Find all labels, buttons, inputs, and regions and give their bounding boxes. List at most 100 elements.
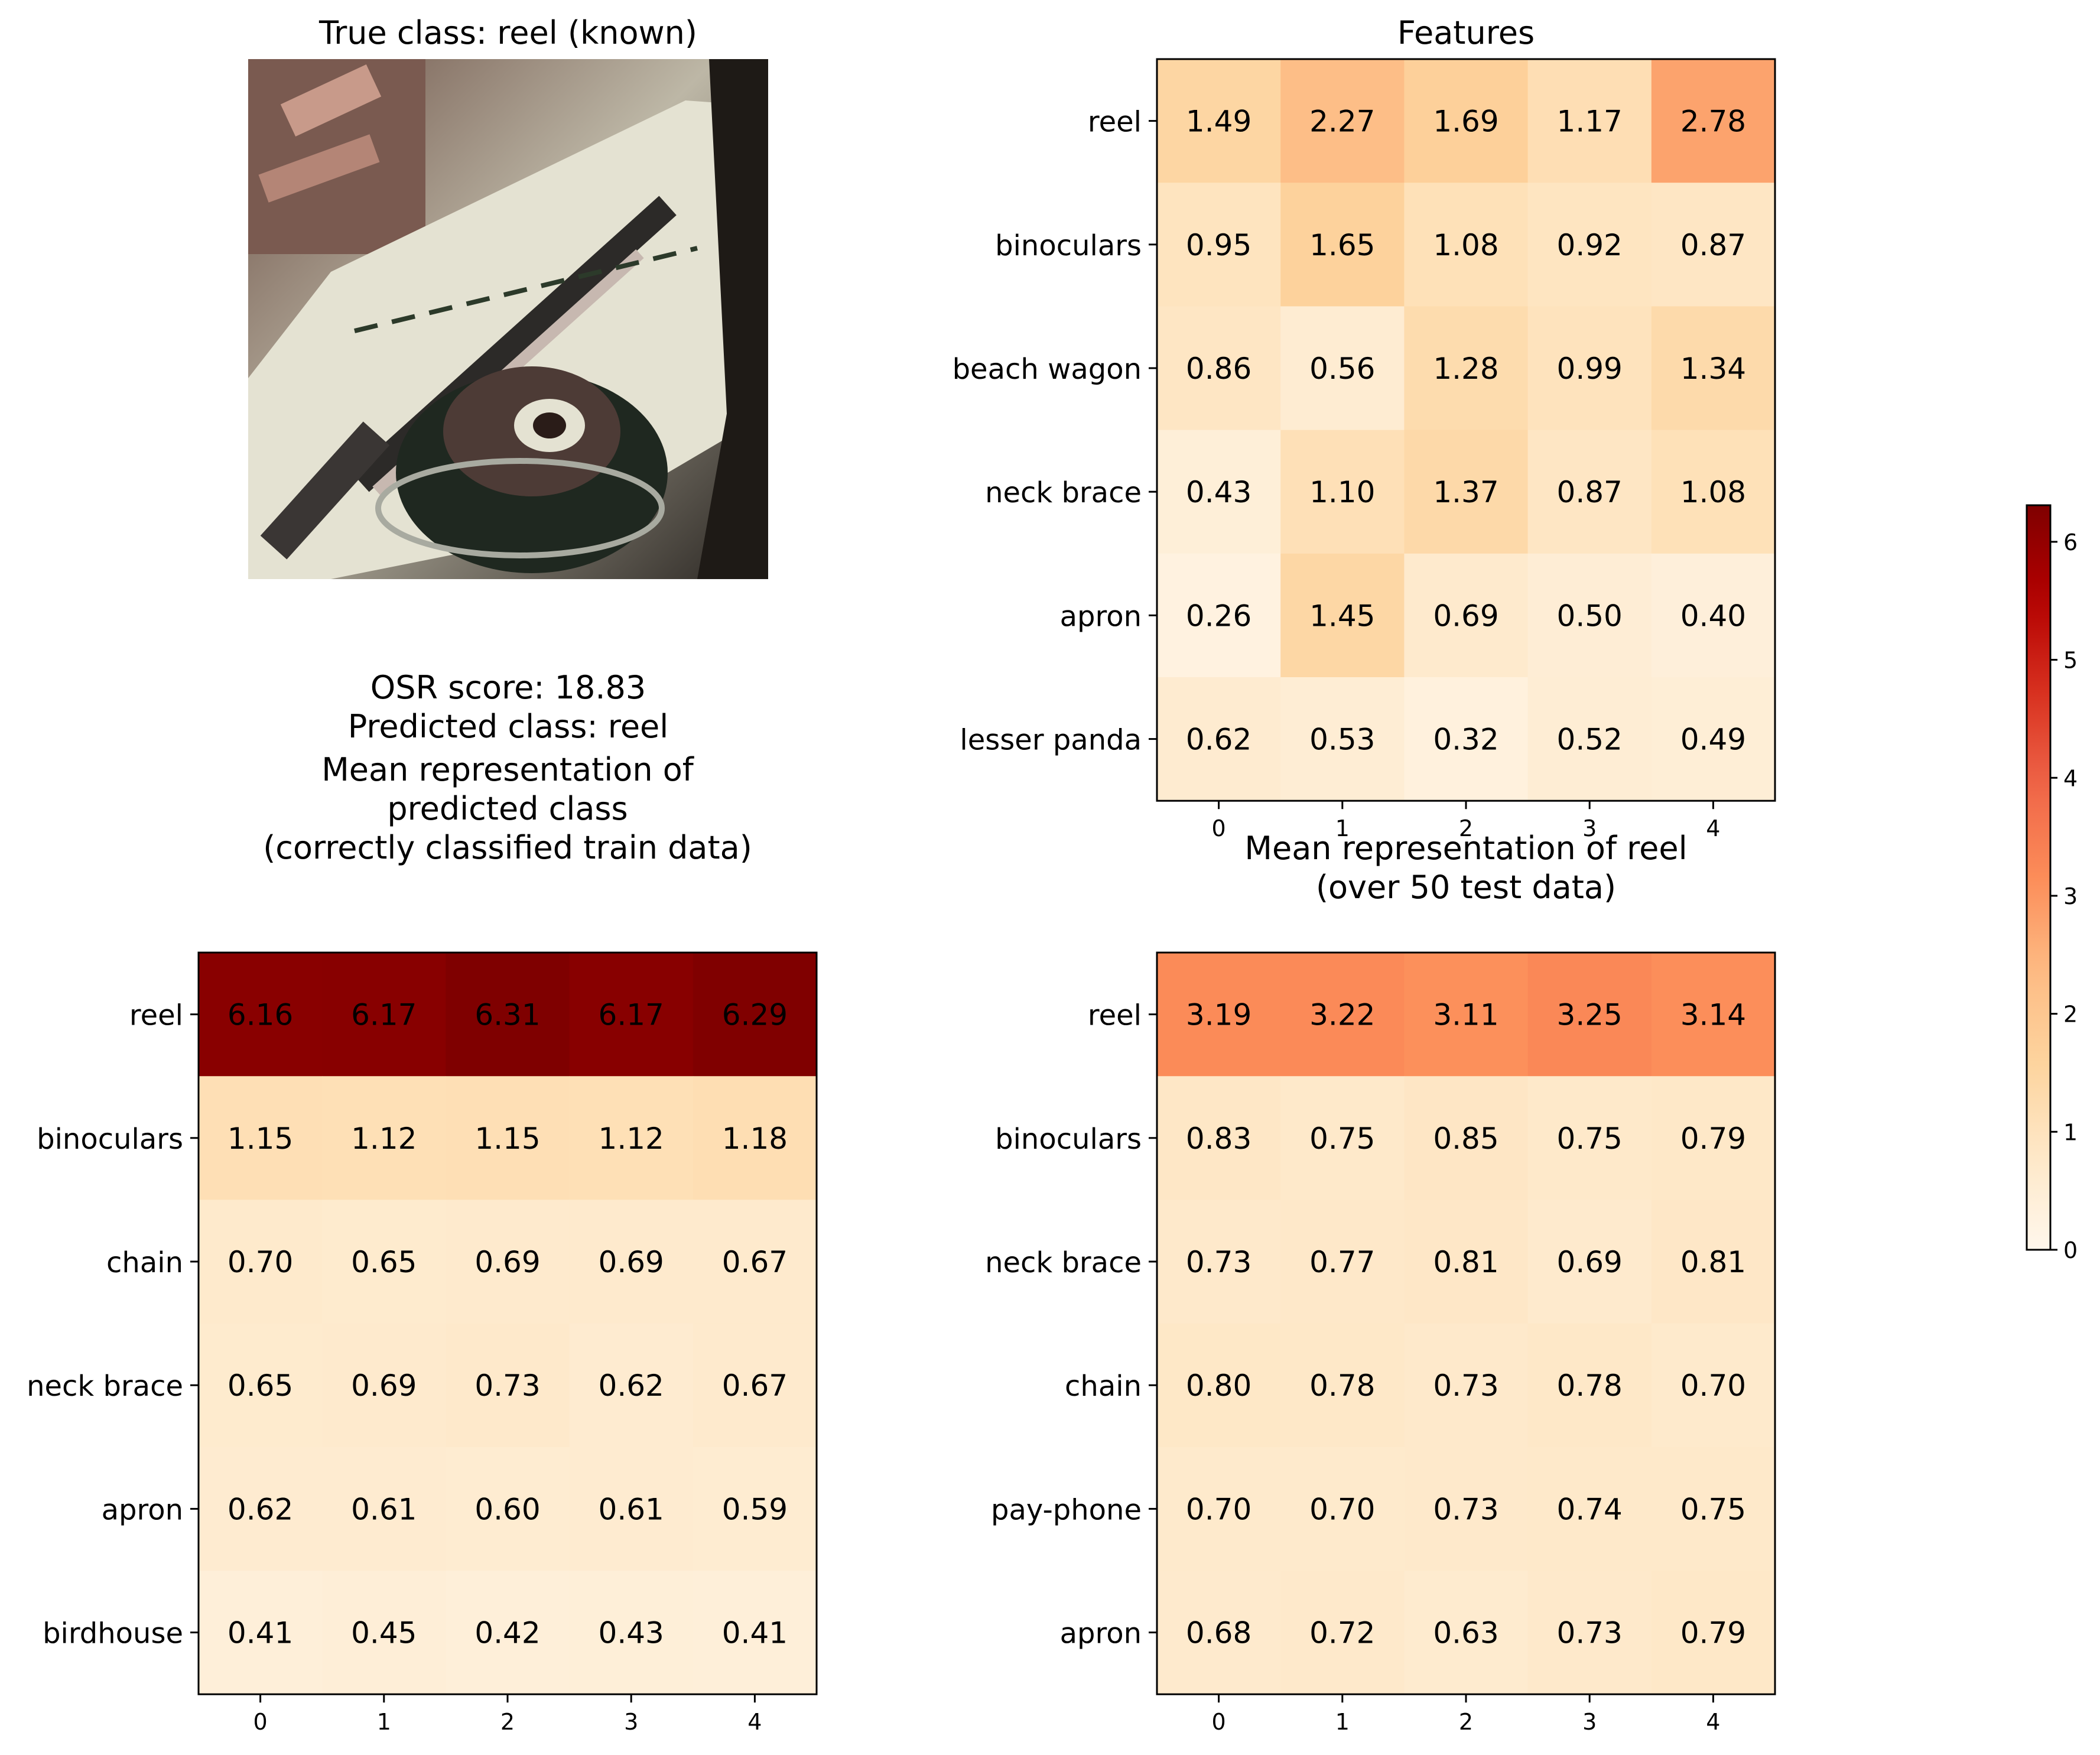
cell-value-label: 3.14 (1680, 998, 1746, 1032)
heatmap-cell (569, 1571, 694, 1695)
y-tick-label: reel (1088, 106, 1142, 139)
cell-value-label: 0.53 (1309, 723, 1375, 757)
heatmap-cell (1280, 59, 1405, 183)
heatmap-cell (1280, 553, 1405, 678)
y-tick-label: reel (129, 999, 183, 1032)
cell-value-label: 0.83 (1186, 1122, 1251, 1156)
heatmap-cell (693, 1200, 817, 1324)
heatmap-cell (1404, 59, 1529, 183)
cell-value-label: 2.27 (1309, 105, 1375, 139)
y-tick-label: pay-phone (991, 1493, 1142, 1526)
cell-value-label: 0.45 (351, 1616, 417, 1650)
x-tick-label: 2 (500, 1709, 515, 1735)
cell-value-label: 6.17 (599, 998, 664, 1032)
cell-value-label: 0.62 (227, 1492, 293, 1526)
heatmap-cell (693, 953, 817, 1077)
heatmap-cell (446, 1447, 570, 1571)
cell-value-label: 0.50 (1557, 599, 1623, 633)
heatmap-cell (693, 1571, 817, 1695)
heatmap-cell (1651, 1571, 1776, 1695)
heatmap-cell (199, 1076, 323, 1200)
x-tick-label: 2 (1459, 815, 1473, 841)
heatmap-cell (1404, 1323, 1529, 1448)
colorbar-tick-label: 5 (2063, 648, 2078, 674)
colorbar-tick-label: 1 (2063, 1119, 2078, 1145)
cell-value-label: 0.81 (1433, 1245, 1498, 1279)
cell-value-label: 0.62 (599, 1369, 664, 1403)
cell-value-label: 0.69 (351, 1369, 417, 1403)
heatmap-cell (1527, 59, 1652, 183)
heatmap-cell (322, 1076, 446, 1200)
heatmap-cell (322, 1447, 446, 1571)
cell-value-label: 1.15 (227, 1122, 293, 1156)
cell-value-label: 0.65 (227, 1369, 293, 1403)
cell-value-label: 1.10 (1309, 475, 1375, 509)
heatmap-cell (1280, 1447, 1405, 1571)
x-tick-label: 0 (1212, 815, 1226, 841)
cell-value-label: 1.65 (1309, 228, 1375, 262)
cell-value-label: 0.78 (1309, 1369, 1375, 1403)
heatmap-features: Features 1.49 2.27 1.69 1.17 2.78 0.95 1.65 1.08… (953, 14, 1776, 841)
x-tick-label: 1 (377, 1709, 391, 1735)
heatmap-cell (569, 1076, 694, 1200)
cell-value-label: 0.63 (1433, 1616, 1498, 1650)
cell-value-label: 0.43 (1186, 475, 1251, 509)
predicted-class-text: Predicted class: reel (348, 708, 669, 745)
cell-value-label: 0.32 (1433, 723, 1498, 757)
cell-value-label: 0.68 (1186, 1616, 1251, 1650)
cell-value-label: 1.69 (1433, 105, 1498, 139)
cell-value-label: 0.99 (1557, 352, 1623, 386)
heatmap-title-line: Mean representation of reel (1244, 830, 1687, 867)
heatmap-cell (693, 1323, 817, 1448)
cell-value-label: 1.12 (599, 1122, 664, 1156)
heatmap-cell (1280, 953, 1405, 1077)
heatmap-cell (569, 953, 694, 1077)
cell-value-label: 1.15 (474, 1122, 540, 1156)
cell-value-label: 0.79 (1680, 1122, 1746, 1156)
heatmap-cell (693, 1076, 817, 1200)
heatmap-cell (446, 1323, 570, 1448)
cell-value-label: 0.70 (1680, 1369, 1746, 1403)
cell-value-label: 1.12 (351, 1122, 417, 1156)
cell-value-label: 0.70 (1186, 1492, 1251, 1526)
x-tick-label: 1 (1335, 1709, 1350, 1735)
colorbar-tick-label: 2 (2063, 1002, 2078, 1028)
cell-value-label: 0.69 (474, 1245, 540, 1279)
colorbar-gradient (2027, 505, 2050, 1250)
heatmap-cell (1280, 430, 1405, 554)
cell-value-label: 0.59 (722, 1492, 788, 1526)
cell-value-label: 1.49 (1186, 105, 1251, 139)
cell-value-label: 3.22 (1309, 998, 1375, 1032)
heatmap-cell (693, 1447, 817, 1571)
y-tick-label: neck brace (985, 476, 1142, 509)
colorbar: 0 1 2 3 4 5 6 (2026, 504, 2078, 1263)
heatmap-mean-reel-test: Mean representation of reel(over 50 test… (985, 830, 1776, 1735)
cell-value-label: 0.80 (1186, 1369, 1251, 1403)
y-tick-label: birdhouse (43, 1617, 183, 1650)
heatmap-cell (1404, 677, 1529, 801)
heatmap-cell (1157, 677, 1281, 801)
heatmap-title-line: predicted class (387, 790, 628, 827)
heatmap-cell (446, 1200, 570, 1324)
heatmap-cell (199, 1447, 323, 1571)
heatmap-cell (1157, 953, 1281, 1077)
cell-value-label: 0.75 (1309, 1122, 1375, 1156)
heatmap-cell (1404, 1447, 1529, 1571)
y-tick-label: reel (1088, 999, 1142, 1032)
cell-value-label: 0.43 (599, 1616, 664, 1650)
heatmap-cell (1527, 1323, 1652, 1448)
heatmap-cell (1404, 183, 1529, 307)
cell-value-label: 0.52 (1557, 723, 1623, 757)
cell-value-label: 1.37 (1433, 475, 1498, 509)
heatmap-title-line: Mean representation of (321, 751, 695, 788)
cell-value-label: 0.73 (1557, 1616, 1623, 1650)
heatmap-cell (569, 1447, 694, 1571)
cell-value-label: 0.72 (1309, 1616, 1375, 1650)
x-tick-label: 3 (1582, 1709, 1597, 1735)
heatmap-cell (1527, 1447, 1652, 1571)
cell-value-label: 0.73 (1433, 1369, 1498, 1403)
cell-value-label: 0.73 (1186, 1245, 1251, 1279)
cell-value-label: 0.74 (1557, 1492, 1623, 1526)
cell-value-label: 0.73 (474, 1369, 540, 1403)
